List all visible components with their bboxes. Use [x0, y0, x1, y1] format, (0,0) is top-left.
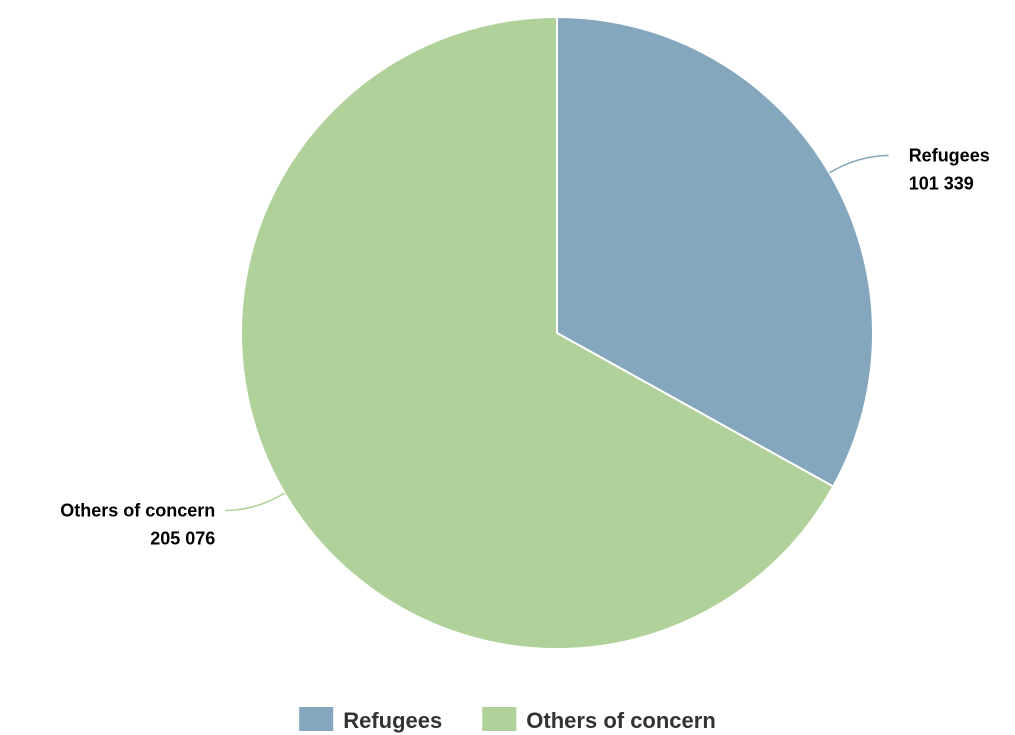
legend-label-others-of-concern[interactable]: Others of concern: [526, 708, 715, 733]
slice-value-refugees: 101 339: [909, 174, 974, 194]
leader-line-others-of-concern: [225, 492, 285, 512]
slice-labels: Refugees 101 339 Others of concern 205 076: [60, 146, 989, 549]
slice-label-refugees: Refugees: [909, 146, 990, 166]
legend: Refugees Others of concern: [299, 707, 716, 733]
leader-line-refugees: [829, 154, 889, 174]
pie-slice-refugees[interactable]: [556, 16, 875, 488]
legend-label-refugees[interactable]: Refugees: [343, 708, 442, 733]
legend-swatch-refugees[interactable]: [299, 707, 334, 731]
legend-swatch-others-of-concern[interactable]: [482, 707, 517, 731]
slice-label-others-of-concern: Others of concern: [60, 501, 215, 521]
slice-value-others-of-concern: 205 076: [150, 529, 215, 549]
pie-slices: [240, 16, 875, 650]
pie-slice-others-of-concern[interactable]: [240, 16, 835, 650]
label-leader-lines: [225, 154, 889, 512]
